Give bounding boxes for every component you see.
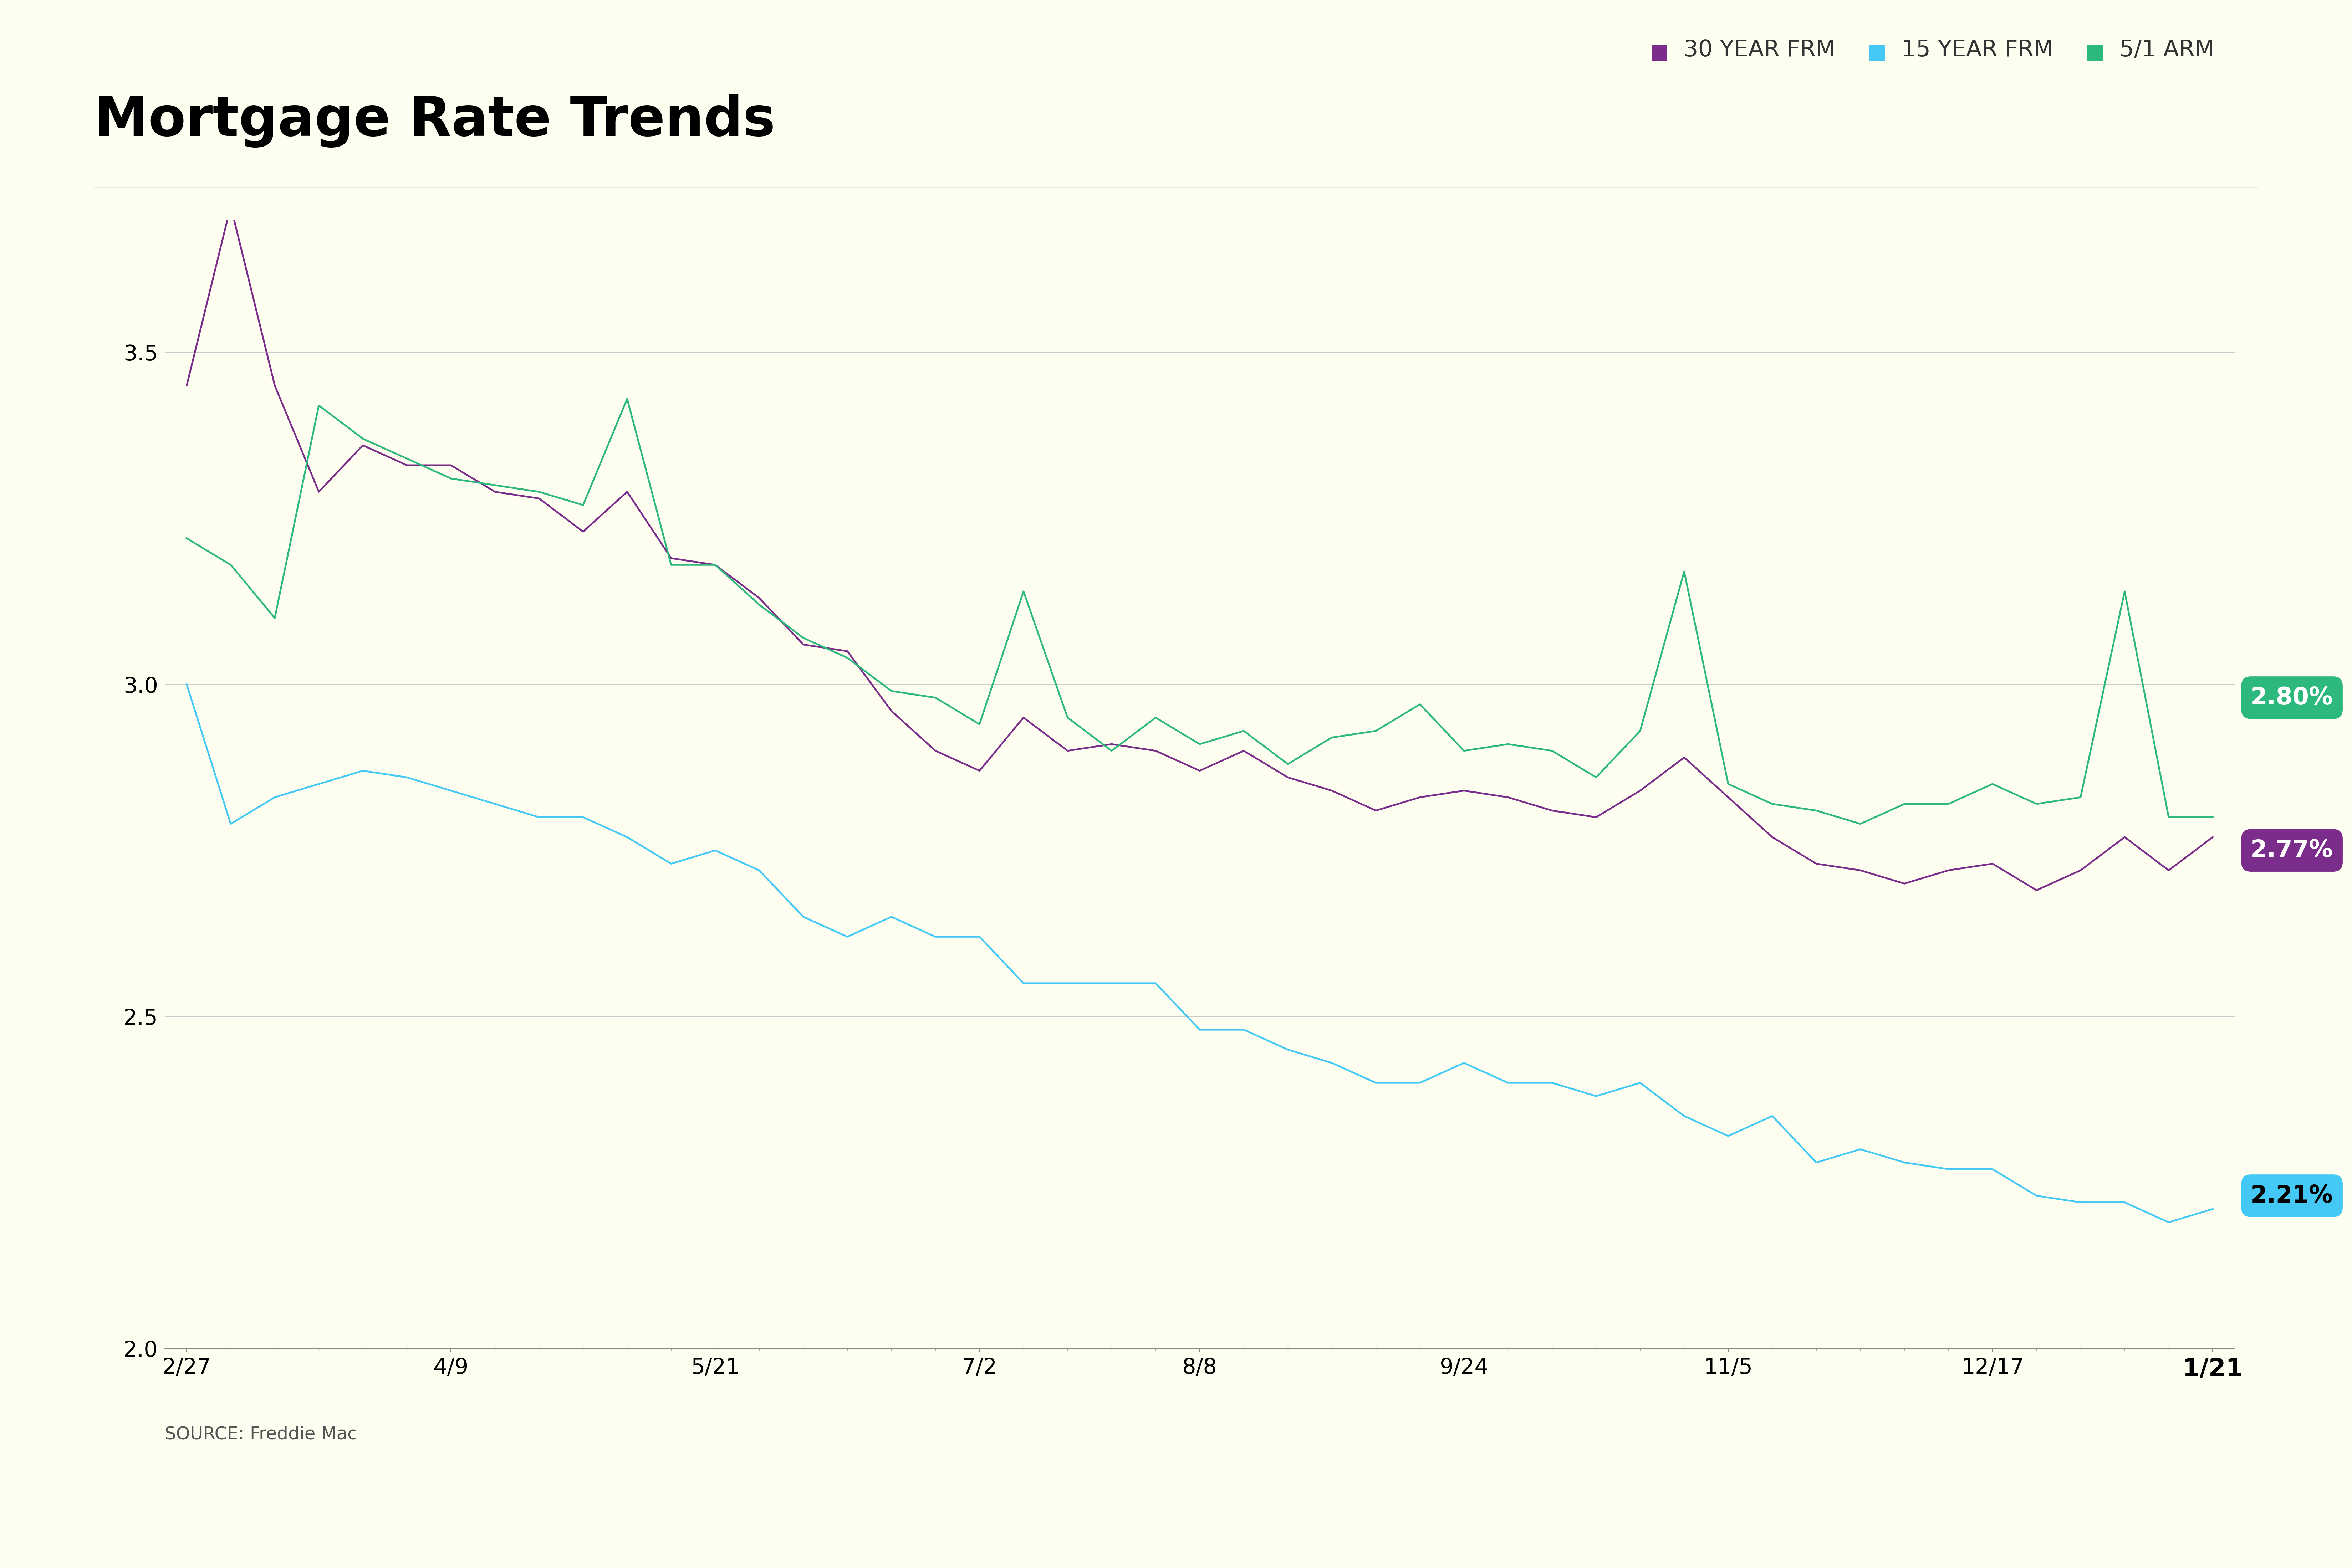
Text: Mortgage Rate Trends: Mortgage Rate Trends <box>94 94 776 147</box>
Text: 2.21%: 2.21% <box>2251 1184 2333 1207</box>
Text: 2.77%: 2.77% <box>2251 839 2333 862</box>
Text: 2.80%: 2.80% <box>2251 685 2333 709</box>
Legend: 30 YEAR FRM, 15 YEAR FRM, 5/1 ARM: 30 YEAR FRM, 15 YEAR FRM, 5/1 ARM <box>1642 28 2223 71</box>
Text: SOURCE: Freddie Mac: SOURCE: Freddie Mac <box>165 1425 358 1443</box>
